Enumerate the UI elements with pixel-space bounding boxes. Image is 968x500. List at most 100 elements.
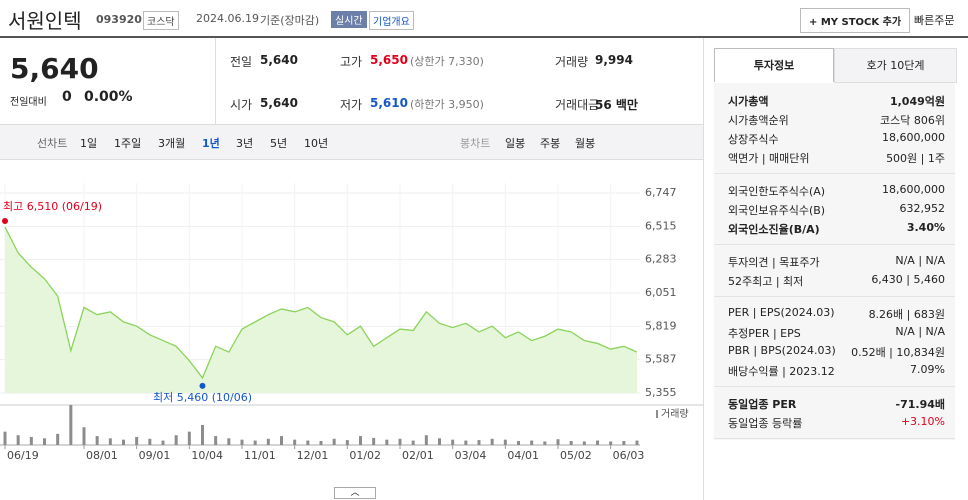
period-button[interactable]: 3개월: [158, 137, 186, 150]
volume-bar: [345, 440, 349, 445]
info-label: 추정PER | EPS: [728, 327, 801, 340]
volume-bar: [280, 436, 283, 445]
x-tick-label: 01/02: [349, 449, 381, 462]
area-fill: [5, 227, 637, 393]
info-label: 외국인보유주식수(B): [728, 204, 826, 217]
y-tick-label: 6,747: [645, 186, 677, 199]
info-row: PBR | BPS(2024.03) 0.52배 | 10,834원: [728, 342, 945, 360]
basis: 기준(장마감): [260, 14, 320, 27]
volume-bar: [464, 440, 468, 445]
period-button[interactable]: 3년: [236, 137, 254, 150]
volume-bar: [596, 440, 599, 445]
info-value: 18,600,000: [882, 183, 945, 196]
change: 0: [62, 89, 72, 105]
stat-value: 9,994: [595, 53, 633, 67]
volume-bar: [43, 438, 46, 445]
stat-label: 저가: [340, 98, 363, 112]
volume-bar: [187, 431, 191, 445]
change-label: 전일대비: [10, 97, 47, 108]
period-button[interactable]: 5년: [270, 137, 288, 150]
volume-bar: [293, 439, 297, 445]
info-value: 6,430 | 5,460: [871, 273, 945, 286]
volume-bar: [569, 441, 573, 445]
volume-bar: [359, 436, 362, 445]
volume-bar: [108, 438, 112, 445]
overview-button[interactable]: 기업개요: [369, 11, 414, 30]
volume-bar: [490, 438, 494, 445]
info-label: 액면가 | 매매단위: [728, 152, 810, 165]
volume-bar: [16, 435, 20, 445]
collapse-button[interactable]: ︿: [334, 487, 376, 499]
my-stock-button[interactable]: + MY STOCK 추가: [800, 8, 911, 33]
stat-note: (상한가 7,330): [410, 55, 484, 68]
volume-bar: [82, 427, 86, 445]
volume-bar: [3, 431, 7, 445]
info-row: 액면가 | 매매단위 500원 | 1주: [728, 148, 945, 166]
volume-bar: [385, 439, 389, 445]
stat-label: 거래대금: [555, 98, 600, 112]
tab[interactable]: 투자정보: [714, 48, 834, 82]
info-row: PER | EPS(2024.03) 8.26배 | 683원: [728, 304, 945, 322]
info-value: 18,600,000: [882, 131, 945, 144]
realtime-badge[interactable]: 실시간: [331, 11, 367, 28]
volume-bar: [56, 433, 60, 445]
candle-button[interactable]: 주봉: [540, 137, 561, 150]
x-tick-label: 10/04: [191, 449, 223, 462]
low-marker: [199, 382, 206, 389]
divider: [703, 38, 704, 500]
info-label: 투자의견 | 목표주가: [728, 256, 820, 269]
volume-bar: [543, 441, 547, 445]
divider: [215, 38, 216, 124]
candle-label: 봉차트: [460, 137, 491, 150]
candle-button[interactable]: 일봉: [505, 137, 526, 150]
volume-bar: [332, 438, 336, 445]
info-row: 시가총액순위 코스닥 806위: [728, 110, 945, 128]
volume-bar: [451, 439, 455, 445]
volume-bar: [69, 405, 73, 445]
y-tick-label: 6,283: [645, 253, 677, 266]
candle-button[interactable]: 월봉: [575, 137, 596, 150]
x-tick-label: 11/01: [244, 449, 276, 462]
info-label: PER | EPS(2024.03): [728, 306, 835, 319]
info-label: 외국인한도주식수(A): [728, 185, 826, 198]
period-button[interactable]: 10년: [304, 137, 329, 150]
high-marker: [2, 218, 8, 225]
x-tick-label: 04/01: [507, 449, 539, 462]
stat-label: 고가: [340, 55, 363, 69]
info-row: 동일업종 등락률 +3.10%: [728, 413, 945, 431]
quick-order[interactable]: 빠른주문: [914, 14, 955, 27]
info-row: 배당수익률 | 2023.12 7.09%: [728, 361, 945, 379]
x-tick-label: 12/01: [297, 449, 329, 462]
info-box: 시가총액 1,049억원 시가총액순위 코스닥 806위 상장주식수 18,600,000…: [714, 83, 955, 440]
market-badge: 코스닥: [143, 11, 179, 30]
stock-name: 서원인텍: [8, 9, 82, 33]
y-tick-label: 5,587: [645, 353, 677, 366]
info-value: 코스닥 806위: [880, 114, 945, 127]
x-tick-label: 09/01: [139, 449, 171, 462]
change-pct: 0.00%: [84, 89, 133, 105]
info-value: 500원 | 1주: [886, 152, 945, 165]
volume-bar: [582, 441, 586, 445]
period-button[interactable]: 1주일: [114, 137, 142, 150]
info-group: 시가총액 1,049억원 시가총액순위 코스닥 806위 상장주식수 18,600,000…: [714, 89, 955, 174]
period-button[interactable]: 1년: [202, 137, 220, 150]
info-value: 0.52배 | 10,834원: [851, 346, 945, 359]
tab[interactable]: 호가 10단계: [834, 48, 957, 83]
period-bar: 선차트 1일 1주일 3개월 1년 3년 5년 10년 봉차트 일봉 주봉 월봉: [0, 124, 703, 160]
info-group: 투자의견 | 목표주가 N/A | N/A 52주최고 | 최저 6,430 | 5,…: [714, 250, 955, 297]
stat-value: 56 백만: [595, 98, 638, 112]
volume-bar: [253, 440, 257, 445]
volume-bar: [266, 438, 270, 445]
info-row: 외국인소진율(B/A) 3.40%: [728, 219, 945, 237]
volume-bar: [398, 438, 402, 445]
volume-bar: [411, 440, 415, 445]
stat-value: 5,610: [370, 96, 408, 110]
volume-bar: [29, 437, 33, 445]
stat-label: 거래량: [555, 55, 589, 69]
volume-bar: [609, 441, 613, 445]
period-button[interactable]: 1일: [80, 137, 98, 150]
volume-bar: [556, 439, 560, 445]
x-tick-label: 06/19: [7, 449, 39, 462]
info-value: 7.09%: [910, 363, 945, 376]
